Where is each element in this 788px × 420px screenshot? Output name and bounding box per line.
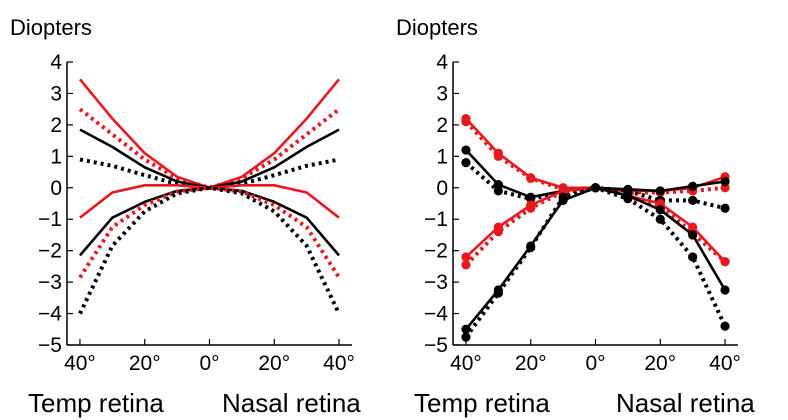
data-point [720, 183, 730, 193]
x-tick-label: 40° [709, 352, 741, 375]
x-tick-label: 40° [323, 352, 355, 375]
y-tick-label: −3 [38, 271, 62, 294]
data-point [720, 203, 730, 213]
data-point [688, 195, 698, 205]
x-tick-label: 20° [129, 352, 161, 375]
series-line-5 [464, 185, 727, 267]
series-line-5 [79, 186, 340, 257]
x-tick-label: 0° [199, 352, 219, 375]
data-point [493, 186, 503, 196]
x-tick-label: 0° [585, 352, 605, 375]
y-tick-label: −5 [424, 334, 448, 357]
y-tick-label: −4 [424, 303, 448, 326]
data-point [688, 252, 698, 262]
data-point [461, 145, 471, 155]
nasal-retina-label: Nasal retina [616, 388, 755, 418]
x-tick-label: 40° [64, 352, 96, 375]
data-point [720, 285, 730, 295]
x-tick-label: 20° [644, 352, 676, 375]
data-point [493, 151, 503, 161]
series-line-1 [464, 120, 726, 195]
data-point [461, 117, 471, 127]
data-point [655, 214, 665, 224]
series-line-7 [464, 185, 727, 339]
series-line-7 [78, 185, 341, 315]
y-tick-label: 0 [436, 177, 448, 200]
data-point [590, 183, 601, 193]
series-line-0 [78, 78, 341, 190]
y-tick-label: 4 [436, 51, 448, 74]
data-point [720, 321, 730, 331]
data-point [461, 252, 471, 262]
y-tick-label: −1 [38, 208, 62, 231]
y-tick-label: −1 [424, 208, 448, 231]
data-point [493, 180, 503, 190]
y-axis-title: Diopters [10, 15, 92, 40]
data-point [688, 230, 698, 240]
x-tick-label: 20° [258, 352, 290, 375]
data-point [720, 257, 730, 267]
y-tick-label: 1 [436, 145, 448, 168]
y-tick-label: 1 [50, 145, 62, 168]
data-point [526, 203, 536, 213]
data-point [493, 227, 503, 237]
y-tick-label: 2 [436, 114, 448, 137]
series-line-1 [78, 107, 341, 190]
data-point [623, 194, 633, 204]
data-point [720, 176, 730, 187]
x-tick-label: 40° [450, 352, 482, 375]
series-line-0 [465, 117, 726, 193]
data-point [461, 260, 471, 270]
y-tick-label: −5 [38, 334, 62, 357]
data-point [558, 192, 568, 202]
data-point [461, 324, 471, 334]
data-point [461, 158, 471, 168]
data-point [688, 181, 698, 191]
y-tick-label: 0 [50, 177, 62, 200]
y-tick-label: 3 [436, 82, 448, 105]
y-tick-label: 3 [50, 82, 62, 105]
series-line-2 [79, 128, 340, 190]
y-tick-label: −2 [38, 240, 62, 263]
data-point [493, 288, 503, 298]
y-tick-label: −4 [38, 303, 62, 326]
y-axis-title: Diopters [396, 15, 478, 40]
y-tick-label: −3 [424, 271, 448, 294]
temporal-retina-label: Temp retina [414, 388, 550, 418]
series-line-6 [78, 185, 341, 279]
nasal-retina-label: Nasal retina [222, 388, 361, 418]
data-point [526, 242, 536, 253]
data-point [461, 332, 471, 342]
y-tick-label: 4 [50, 51, 62, 74]
temporal-retina-label: Temp retina [28, 388, 164, 418]
series-line-6 [464, 186, 727, 331]
data-point [526, 194, 536, 204]
x-tick-label: 20° [515, 352, 547, 375]
y-tick-label: −2 [424, 240, 448, 263]
data-point [655, 205, 665, 215]
data-point [655, 186, 665, 196]
series-line-3 [79, 157, 340, 190]
y-tick-label: 2 [50, 114, 62, 137]
data-point [526, 173, 536, 183]
series-line-4 [79, 184, 340, 219]
